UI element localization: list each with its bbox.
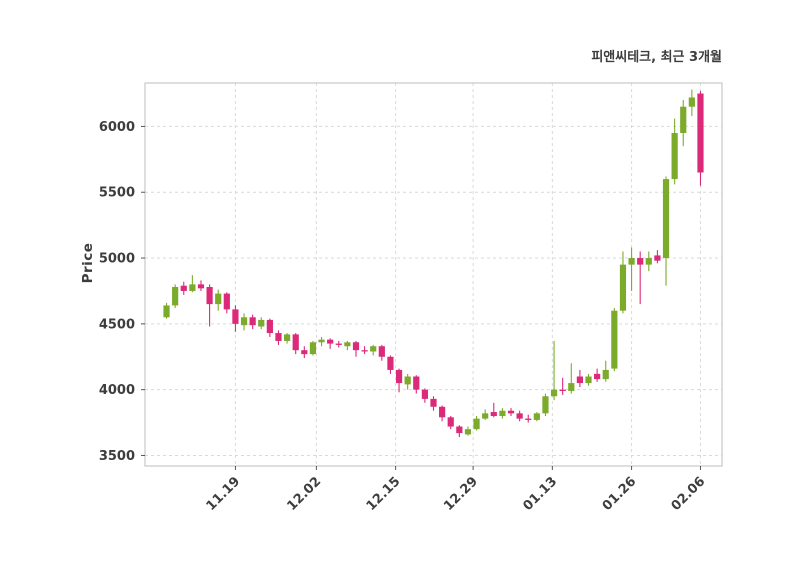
candle-body-down [576, 376, 584, 384]
candle-body-up [628, 258, 635, 265]
candle-body-down [594, 373, 601, 380]
candle-body-down [197, 284, 205, 289]
x-tick-label: 12.29 [441, 474, 481, 514]
candle-body-up [482, 413, 489, 419]
y-axis-label: Price [80, 242, 96, 284]
candle-body-down [206, 287, 213, 305]
candle-body-down [352, 342, 360, 351]
candle-body-down [232, 309, 239, 324]
candle-body-down [292, 334, 299, 351]
candle-body-down [361, 350, 368, 352]
candle-body-up [568, 383, 575, 391]
candle-body-down [430, 398, 437, 407]
candle-body-down [421, 389, 428, 399]
candle-body-up [542, 396, 549, 414]
candle-body-down [439, 406, 446, 418]
candle-body-down [525, 418, 532, 420]
y-tick-label: 4000 [99, 383, 135, 398]
candle-body-down [249, 317, 256, 326]
candle-body-up [240, 317, 248, 326]
candle-body-up [473, 418, 480, 430]
candle-body-down [516, 413, 523, 419]
y-tick-label: 6000 [99, 120, 135, 135]
candle-body-down [327, 339, 334, 344]
candle-body-up [680, 106, 687, 134]
candle-body-up [619, 264, 627, 311]
candle-body-up [404, 376, 411, 385]
candle-body-up [611, 310, 618, 369]
candle-body-down [559, 389, 566, 391]
candle-body-up [172, 287, 179, 306]
candle-body-down [654, 255, 661, 261]
x-tick-label: 02.06 [669, 474, 709, 514]
candle-body-down [413, 376, 420, 390]
y-tick-label: 5500 [99, 186, 135, 201]
candle-body-up [215, 293, 222, 305]
x-tick-label: 01.26 [600, 474, 640, 514]
candle-body-down [395, 369, 403, 384]
candle-body-down [697, 93, 704, 173]
candle-body-up [464, 429, 472, 435]
x-tick-label: 12.15 [364, 474, 404, 514]
candle-body-down [301, 350, 308, 355]
y-tick-label: 3500 [99, 449, 135, 464]
candle-body-down [507, 410, 515, 414]
candle-body-up [662, 179, 670, 259]
candle-body-down [490, 412, 497, 416]
candle-body-down [637, 258, 644, 265]
candle-body-up [688, 97, 695, 107]
candle-body-up [550, 389, 558, 397]
candle-body-up [499, 410, 506, 416]
plot-border [144, 82, 723, 467]
candle-body-up [344, 342, 351, 347]
candle-body-up [309, 342, 317, 355]
candle-body-down [447, 417, 454, 427]
candle-body-down [335, 343, 342, 345]
y-tick-label: 5000 [99, 252, 135, 267]
x-tick-label: 01.13 [520, 474, 560, 514]
candle-body-down [378, 346, 385, 357]
candle-body-up [258, 319, 265, 327]
candle-body-down [456, 426, 463, 434]
candle-body-up [602, 369, 609, 380]
candle-body-up [370, 346, 377, 352]
chart-title: 피앤씨테크, 최근 3개월 [591, 50, 722, 65]
y-tick-label: 4500 [99, 317, 135, 332]
x-tick-label: 11.19 [204, 474, 244, 514]
candle-body-down [266, 319, 273, 334]
x-tick-label: 12.02 [285, 474, 325, 514]
candle-body-up [645, 258, 652, 265]
candle-body-up [163, 305, 170, 318]
candle-body-up [283, 334, 291, 341]
candle-body-up [671, 133, 678, 180]
candle-body-up [318, 339, 325, 343]
candle-body-up [189, 284, 196, 291]
candle-body-down [275, 333, 282, 341]
candle-body-up [585, 376, 592, 384]
candle-body-down [180, 285, 187, 291]
candle-body-down [223, 293, 230, 310]
candle-body-down [387, 356, 394, 370]
candle-body-up [533, 413, 540, 420]
